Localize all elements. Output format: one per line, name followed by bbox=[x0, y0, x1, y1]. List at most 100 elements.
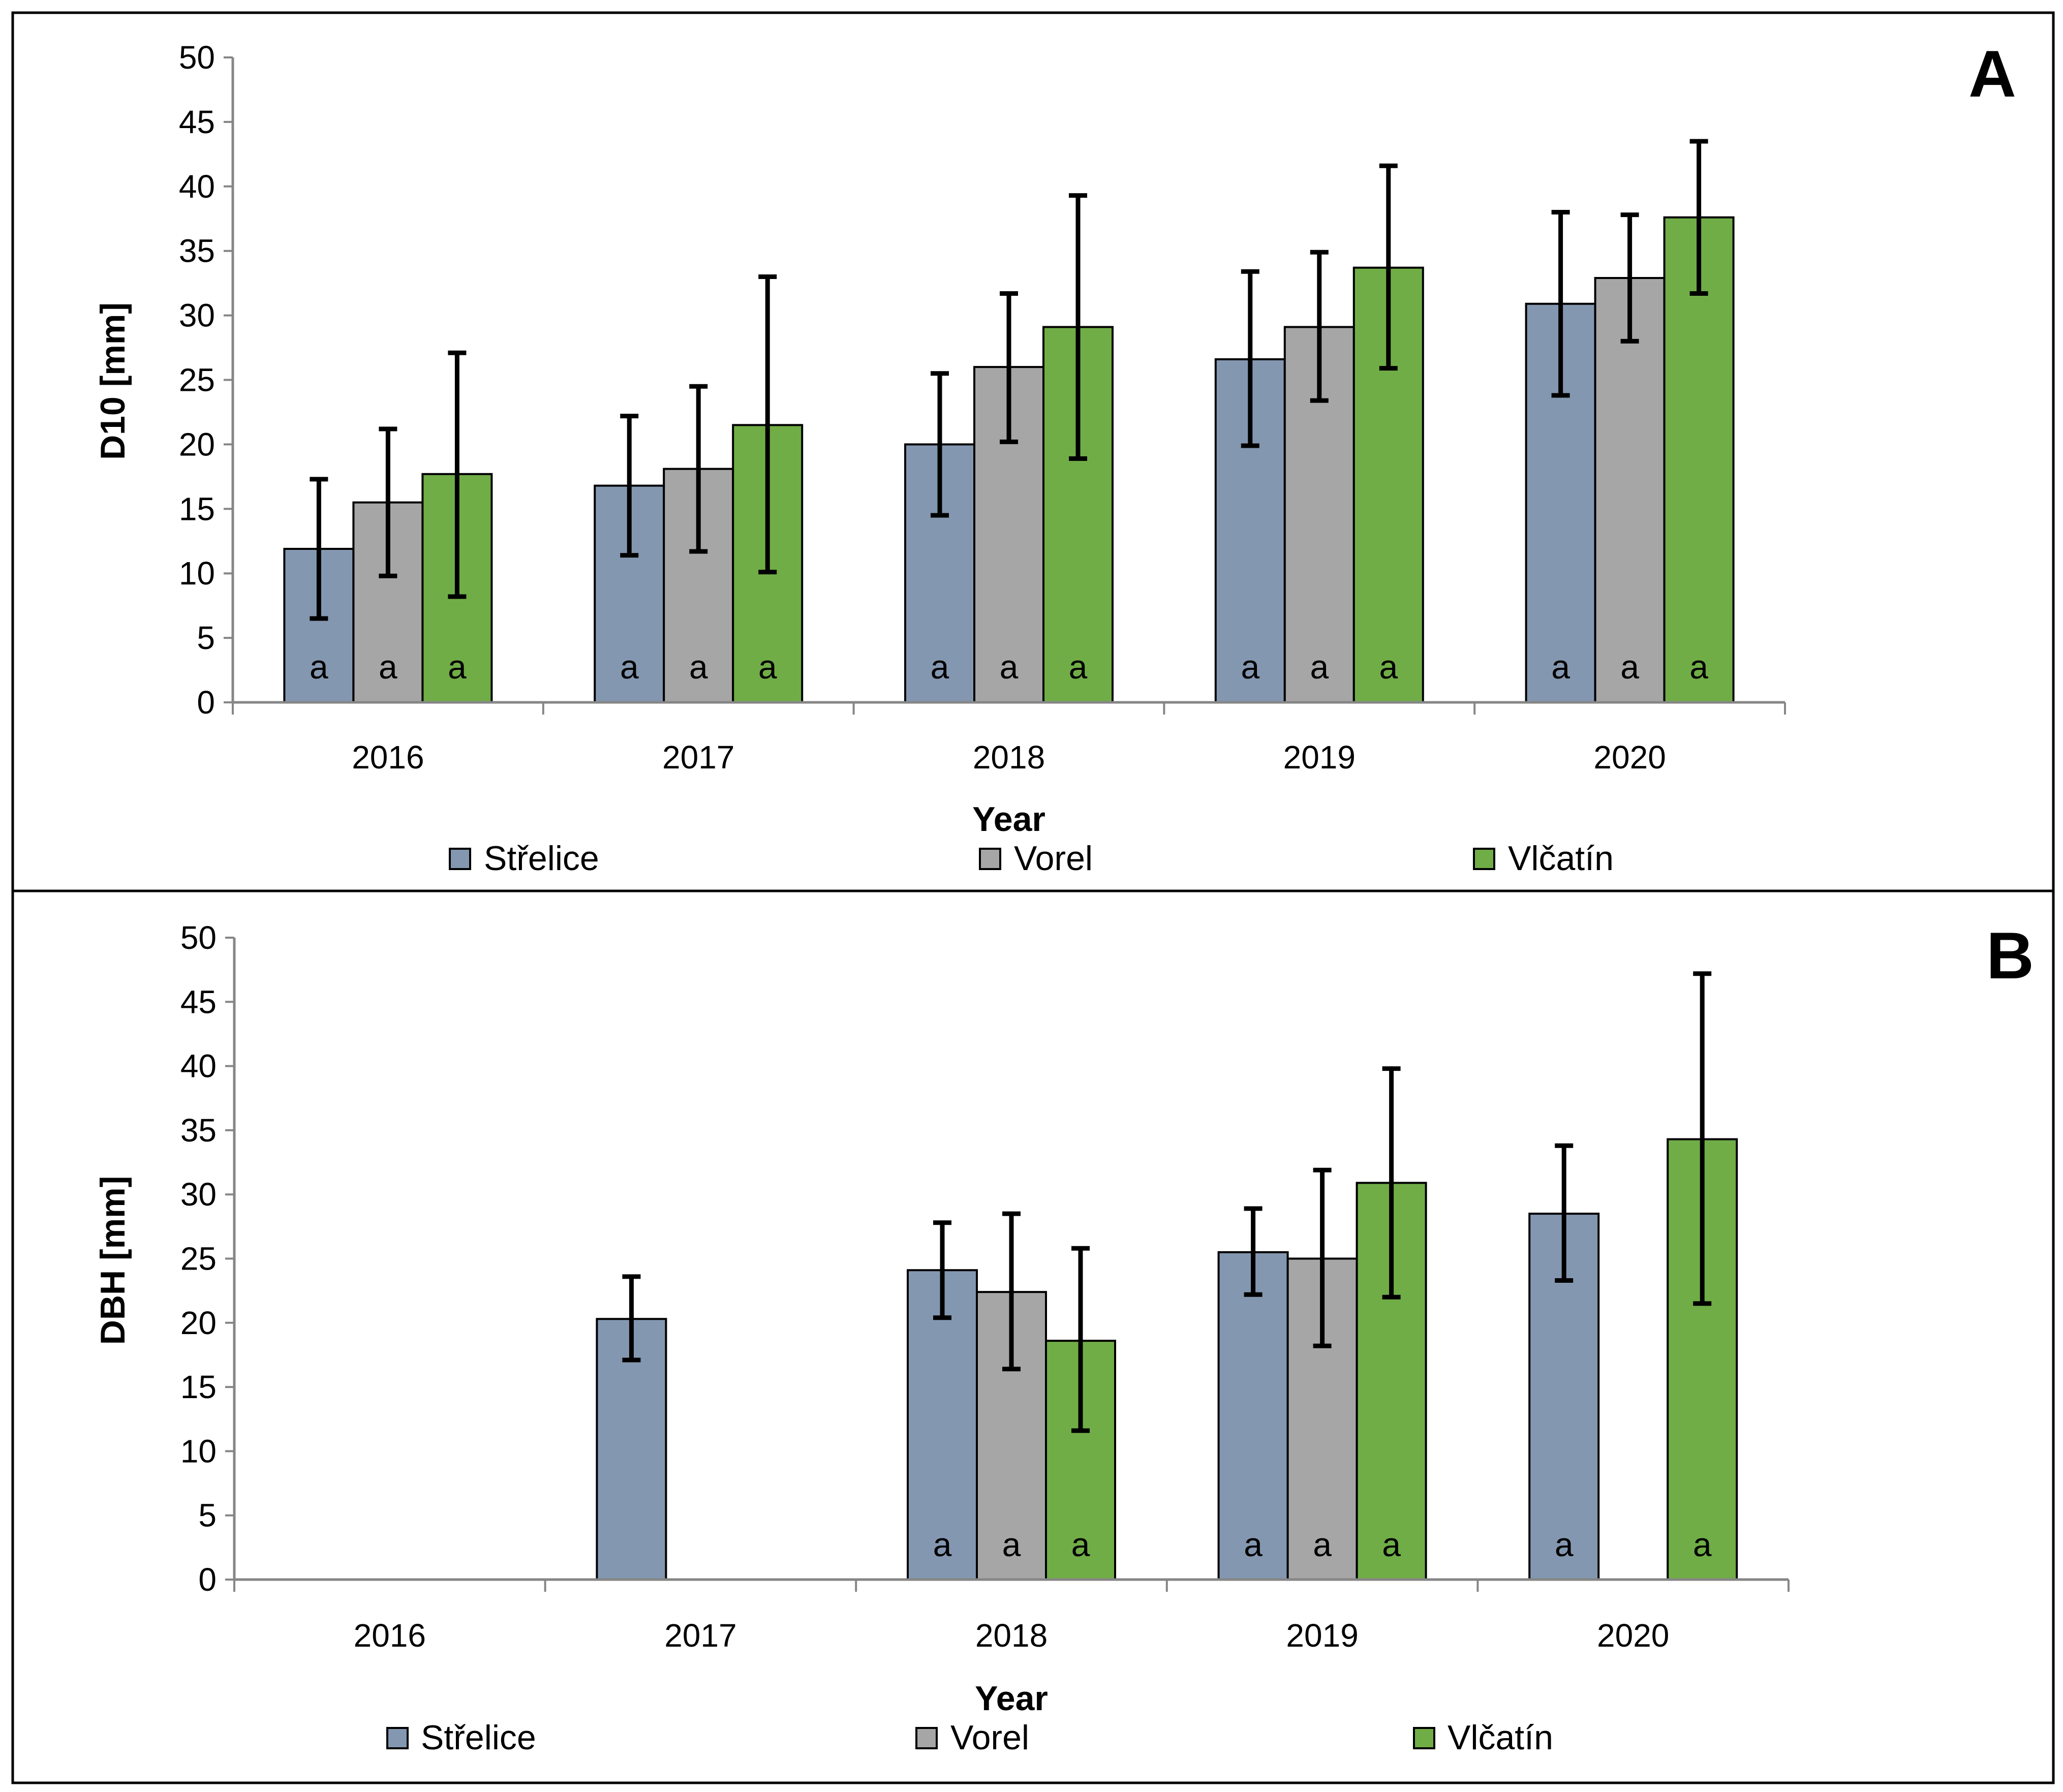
panel-a-significance-label: a bbox=[1620, 648, 1639, 686]
panel-b-significance-label: a bbox=[1002, 1526, 1021, 1563]
panel-b-ylabel: DBH [mm] bbox=[94, 1176, 132, 1345]
panel-b-plot-area: 0 5 10 15 20 25 30 35 40 45 50 a a a a a a a a 2016 2017 2018… bbox=[180, 919, 1790, 1654]
panel-a-ytick-label: 50 bbox=[179, 39, 215, 76]
panel-a-errorbar-vlcatin-2020 bbox=[1689, 139, 1708, 296]
panel-b-errorbar-vorel-2018 bbox=[1002, 1211, 1021, 1372]
panel-a-errorbar-vorel-2017 bbox=[689, 384, 708, 554]
panel-b: B DBH [mm] Year Střelice Vorel Vlčatín 0… bbox=[11, 889, 2055, 1784]
panel-a-significance-label: a bbox=[1310, 648, 1329, 686]
panel-b-bar-strelice-2018 bbox=[907, 1269, 978, 1581]
panel-a-label: A bbox=[1968, 37, 2016, 111]
panel-a-ytick-label: 10 bbox=[179, 555, 215, 592]
panel-b-significance-label: a bbox=[1244, 1526, 1263, 1563]
panel-a-ytick-label: 5 bbox=[197, 620, 215, 656]
panel-b-xtick-label: 2017 bbox=[664, 1617, 736, 1654]
panel-b-legend-swatch-vorel bbox=[915, 1727, 938, 1749]
panel-b-ytick-label: 45 bbox=[180, 983, 217, 1020]
panel-a-xtick-label: 2019 bbox=[1283, 739, 1356, 776]
panel-b-legend-label-vorel: Vorel bbox=[950, 1718, 1029, 1757]
panel-a-errorbar-strelice-2019 bbox=[1241, 269, 1259, 448]
panel-a-errorbar-vlcatin-2016 bbox=[448, 350, 467, 599]
panel-a-legend-label-vlcatin: Vlčatín bbox=[1508, 839, 1614, 878]
panel-a-xtick-label: 2017 bbox=[662, 739, 734, 776]
panel-b-legend-label-vlcatin: Vlčatín bbox=[1448, 1718, 1553, 1757]
panel-b-xtick-label: 2020 bbox=[1597, 1617, 1669, 1654]
panel-b-ytick-label: 5 bbox=[198, 1497, 217, 1534]
panel-a-errorbar-vlcatin-2019 bbox=[1379, 163, 1398, 371]
panel-b-ytick-label: 0 bbox=[198, 1561, 217, 1598]
panel-b-significance-label: a bbox=[1555, 1526, 1574, 1563]
panel-a-legend-label-strelice: Střelice bbox=[484, 839, 599, 878]
panel-b-legend-swatch-vlcatin bbox=[1413, 1727, 1435, 1749]
panel-a-significance-label: a bbox=[620, 648, 639, 686]
panel-b-ytick-label: 20 bbox=[180, 1305, 217, 1341]
panel-a-significance-label: a bbox=[1689, 648, 1708, 686]
panel-b-legend-item-strelice: Střelice bbox=[386, 1718, 536, 1757]
panel-a-significance-label: a bbox=[758, 648, 777, 686]
panel-a-ytick-label: 25 bbox=[179, 362, 215, 398]
panel-a-significance-label: a bbox=[448, 648, 467, 686]
panel-a-ytick-label: 40 bbox=[179, 168, 215, 205]
panel-b-significance-label: a bbox=[1071, 1526, 1090, 1563]
panel-b-legend-label-strelice: Střelice bbox=[421, 1718, 536, 1757]
panel-b-frame bbox=[11, 889, 2055, 1784]
panel-a-legend-swatch-strelice bbox=[449, 848, 471, 870]
panel-a-errorbar-vorel-2020 bbox=[1620, 212, 1639, 344]
panel-b-ytick-label: 40 bbox=[180, 1048, 217, 1085]
panel-b-errorbar-strelice-2017 bbox=[622, 1274, 641, 1363]
panel-b-xtick-label: 2019 bbox=[1286, 1617, 1358, 1654]
panel-a-significance-label: a bbox=[689, 648, 708, 686]
panel-b-ytick-label: 35 bbox=[180, 1112, 217, 1149]
panel-a-xtick-label: 2020 bbox=[1593, 739, 1666, 776]
panel-a-ytick-label: 35 bbox=[179, 233, 215, 269]
panel-a-ylabel: D10 [mm] bbox=[94, 302, 132, 460]
panel-a-legend-item-vlcatin: Vlčatín bbox=[1473, 839, 1614, 878]
panel-a-errorbar-strelice-2018 bbox=[931, 371, 949, 518]
panel-a-legend-item-strelice: Střelice bbox=[449, 839, 599, 878]
panel-b-xtick-label: 2018 bbox=[975, 1617, 1048, 1654]
panel-a-xtick-label: 2018 bbox=[973, 739, 1045, 776]
panel-b-legend-swatch-strelice bbox=[386, 1727, 409, 1749]
panel-b-ytick-label: 25 bbox=[180, 1241, 217, 1277]
panel-b-xtick-label: 2016 bbox=[354, 1617, 426, 1654]
panel-a-errorbar-vorel-2019 bbox=[1310, 250, 1329, 403]
panel-a-errorbar-strelice-2020 bbox=[1551, 210, 1570, 398]
panel-b-significance-label: a bbox=[1382, 1526, 1401, 1563]
panel-b-significance-label: a bbox=[933, 1526, 952, 1563]
panel-a-legend-swatch-vlcatin bbox=[1473, 848, 1495, 870]
panel-a: A D10 [mm] Year Střelice Vorel Vlčatín 0… bbox=[11, 11, 2055, 892]
panel-b-ytick-label: 50 bbox=[180, 919, 217, 956]
panel-a-xlabel: Year bbox=[972, 800, 1045, 839]
panel-b-errorbar-strelice-2018 bbox=[933, 1220, 951, 1320]
panel-a-ytick-label: 15 bbox=[179, 490, 215, 527]
panel-b-errorbar-vorel-2019 bbox=[1313, 1167, 1332, 1348]
panel-b-errorbar-vlcatin-2018 bbox=[1071, 1246, 1090, 1433]
panel-a-ytick-label: 30 bbox=[179, 297, 215, 334]
panel-a-ytick-label: 45 bbox=[179, 104, 215, 140]
panel-a-legend: Střelice Vorel Vlčatín bbox=[449, 839, 1614, 878]
panel-a-plot-area: 0 5 10 15 20 25 30 35 40 45 50 a a a a a a a a a a a a a a a 2016 2… bbox=[179, 39, 1786, 776]
panel-b-errorbar-vlcatin-2019 bbox=[1382, 1066, 1401, 1300]
panel-a-ytick-label: 0 bbox=[197, 684, 215, 721]
panel-a-significance-label: a bbox=[379, 648, 397, 686]
panel-b-legend: Střelice Vorel Vlčatín bbox=[386, 1718, 1553, 1757]
panel-a-errorbar-vlcatin-2018 bbox=[1069, 193, 1087, 461]
panel-a-significance-label: a bbox=[931, 648, 949, 686]
panel-a-errorbar-vlcatin-2017 bbox=[758, 274, 777, 575]
panel-a-significance-label: a bbox=[1379, 648, 1398, 686]
panel-b-significance-label: a bbox=[1693, 1526, 1712, 1563]
panel-a-xtick-label: 2016 bbox=[352, 739, 424, 776]
panel-b-errorbar-vlcatin-2020 bbox=[1693, 971, 1712, 1306]
panel-b-errorbar-strelice-2019 bbox=[1244, 1206, 1263, 1297]
panel-a-significance-label: a bbox=[310, 648, 328, 686]
panel-b-ytick-label: 30 bbox=[180, 1176, 217, 1213]
panel-b-label: B bbox=[1986, 918, 2034, 993]
panel-a-errorbar-strelice-2017 bbox=[620, 414, 639, 558]
panel-a-ytick-label: 20 bbox=[179, 426, 215, 462]
panel-b-xlabel: Year bbox=[975, 1679, 1048, 1718]
panel-a-errorbar-vorel-2018 bbox=[1000, 291, 1018, 444]
panel-b-legend-item-vlcatin: Vlčatín bbox=[1413, 1718, 1553, 1757]
panel-b-significance-label: a bbox=[1313, 1526, 1332, 1563]
panel-a-significance-label: a bbox=[1241, 648, 1259, 686]
